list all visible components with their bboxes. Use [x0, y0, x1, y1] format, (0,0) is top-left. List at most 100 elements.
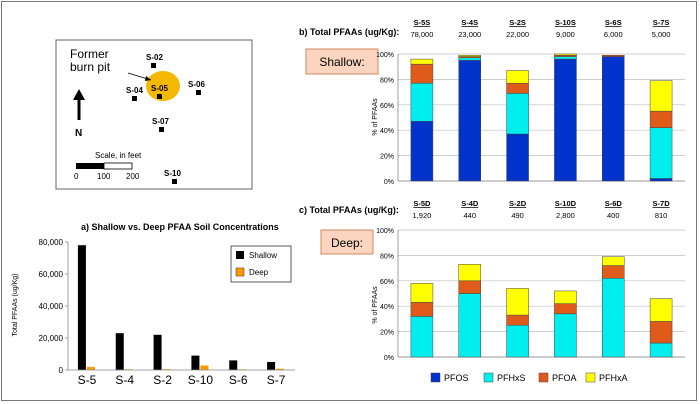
column-site-label: S-7S: [653, 18, 670, 27]
segment-pfoa-s-7d: [649, 321, 673, 344]
panel-a-x-label: S-7: [267, 373, 286, 387]
y-tick-label: 60%: [380, 103, 394, 110]
bar-deep-s-7: [276, 368, 285, 370]
segment-pfhxa-s-7d: [649, 298, 673, 322]
column-total-value: 9,000: [556, 30, 575, 39]
segment-pfhxa-s-5d: [410, 283, 434, 303]
panel-a-chart: a) Shallow vs. Deep PFAA Soil Concentrat…: [12, 222, 295, 387]
burn-pit-label-1: Former: [70, 47, 109, 61]
segment-pfhxa-s-10s: [554, 53, 577, 56]
segment-pfhxs-s-4d: [458, 293, 481, 358]
legend-label-shallow: Shallow: [249, 251, 277, 260]
column-site-label: S-10D: [555, 199, 577, 208]
deep-badge: [320, 229, 374, 255]
panel-a-y-tick-label: 0: [59, 366, 64, 375]
panel-a-legend: Shallow Deep: [230, 245, 292, 283]
sample-label-s06: S-06: [188, 80, 205, 89]
legend-swatch-deep: [235, 267, 245, 277]
shallow-badge-label: Shallow:: [319, 55, 364, 69]
segment-pfhxs-s-10d: [554, 313, 577, 358]
panel-b-column-headers: S-5S 78,000 S-4S 23,000 S-2S 22,000 S-10S 9,000…: [410, 18, 670, 39]
legend-swatch-pfoa: [538, 372, 549, 383]
panel-a-x-label: S-6: [229, 373, 248, 387]
segment-pfos-s-2s: [506, 133, 529, 182]
scale-bar-black: [76, 163, 104, 169]
segment-pfoa-s-2s: [506, 82, 529, 94]
panel-b-title: b) Total PFAAs (ug/Kg):: [299, 27, 399, 37]
segment-pfhxs-s-2s: [506, 93, 529, 135]
panel-c-y-axis-label: % of PFAAs: [372, 286, 379, 324]
y-tick-label: 40%: [380, 304, 394, 311]
sample-marker-s02: [151, 63, 156, 68]
y-tick-label: 80%: [380, 77, 394, 84]
north-arrow-icon: [73, 89, 85, 100]
burn-pit-area: [146, 71, 180, 101]
north-label: N: [75, 128, 82, 139]
column-total-value: 810: [655, 211, 668, 220]
segment-pfhxa-s-4s: [458, 55, 481, 57]
segment-pfhxa-s-2s: [506, 70, 529, 84]
segment-pfhxa-s-4d: [458, 264, 481, 282]
bar-deep-s-10: [200, 365, 209, 370]
bar-shallow-s-4: [115, 333, 124, 370]
scale-tick-200: 200: [126, 172, 140, 181]
segment-pfos-s-10s: [554, 58, 577, 182]
segment-pfoa-s-5s: [410, 63, 434, 84]
panel-c-chart: c) Total PFAAs (ug/Kg): S-5D 1,920 S-4D 440…: [299, 199, 685, 362]
panel-a-y-tick-label: 60,000: [39, 270, 64, 279]
segment-pfoa-s-2d: [506, 314, 529, 326]
y-tick-label: 100%: [376, 52, 394, 59]
legend-swatch-shallow: [236, 251, 244, 259]
column-total-value: 23,000: [458, 30, 481, 39]
segment-pfoa-s-6s: [602, 55, 625, 57]
segment-pfos-s-5s: [410, 121, 434, 182]
scale-label: Scale, in feet: [95, 151, 142, 160]
column-total-value: 22,000: [506, 30, 529, 39]
pfaa-legend: PFOS PFHxS PFOA PFHxA: [430, 372, 628, 383]
column-total-value: 400: [607, 211, 620, 220]
column-site-label: S-2S: [509, 18, 526, 27]
panel-c-title: c) Total PFAAs (ug/Kg):: [299, 205, 399, 215]
sample-label-s10: S-10: [164, 169, 181, 178]
legend-label-pfhxs: PFHxS: [497, 373, 526, 383]
panel-c-stacked-bars: [410, 256, 673, 358]
legend-label-deep: Deep: [249, 268, 269, 277]
panel-a-y-axis-label: Total PFAAs (ug/Kg): [12, 273, 19, 336]
panel-a-x-label: S-2: [153, 373, 172, 387]
sample-label-s02: S-02: [146, 53, 163, 62]
segment-pfhxs-s-7s: [649, 127, 673, 179]
sample-marker-s06: [196, 90, 201, 95]
burn-pit-pointer-head: [145, 76, 151, 81]
column-total-value: 6,000: [604, 30, 623, 39]
bar-shallow-s-7: [267, 362, 276, 370]
bar-shallow-s-2: [153, 334, 162, 370]
bar-shallow-s-10: [191, 355, 200, 370]
site-map: Former burn pit S-02 S-04 S-05 S-06 S-07…: [55, 39, 253, 190]
panel-a-y-ticks: 0 20,000 40,000 60,000 80,000: [39, 238, 68, 375]
segment-pfoa-s-5d: [410, 302, 434, 317]
column-site-label: S-7D: [653, 199, 671, 208]
segment-pfos-s-6s: [602, 56, 625, 182]
y-tick-label: 0%: [384, 179, 394, 186]
panel-b-y-axis-label: % of PFAAs: [372, 98, 379, 136]
segment-pfhxa-s-10d: [554, 290, 577, 304]
column-total-value: 1,920: [413, 211, 432, 220]
segment-pfos-s-7s: [649, 178, 673, 182]
segment-pfos-s-4s: [458, 60, 481, 182]
segment-pfhxs-s-7d: [649, 342, 673, 358]
panel-a-y-tick-label: 40,000: [39, 302, 64, 311]
panel-b-gridlines: 0% 20% 40% 60% 80% 100%: [376, 52, 685, 186]
sample-marker-s05: [157, 94, 162, 99]
sample-label-s04: S-04: [126, 86, 143, 95]
panel-c-gridlines: 0% 20% 40% 60% 80% 100%: [376, 228, 685, 362]
column-total-value: 2,800: [556, 211, 575, 220]
segment-pfoa-s-6d: [602, 265, 625, 279]
panel-b-stacked-bars: [410, 53, 673, 182]
scale-bar-white: [103, 162, 133, 170]
y-tick-label: 20%: [380, 154, 394, 161]
column-total-value: 490: [511, 211, 524, 220]
deep-badge-label: Deep:: [331, 236, 363, 250]
legend-label-pfhxa: PFHxA: [599, 373, 628, 383]
bar-shallow-s-6: [229, 360, 238, 370]
